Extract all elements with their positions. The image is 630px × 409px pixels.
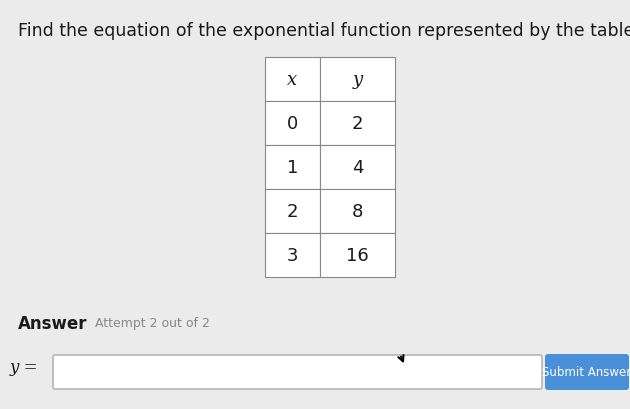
Text: 4: 4 (352, 159, 364, 177)
Text: y: y (352, 71, 362, 89)
Text: Answer: Answer (18, 314, 88, 332)
FancyBboxPatch shape (320, 189, 395, 234)
Text: 3: 3 (287, 246, 298, 264)
Text: Submit Answer: Submit Answer (542, 366, 630, 379)
FancyBboxPatch shape (545, 354, 629, 390)
Text: y =: y = (10, 359, 38, 375)
FancyBboxPatch shape (320, 102, 395, 146)
Text: 2: 2 (352, 115, 364, 133)
Text: 8: 8 (352, 202, 363, 220)
FancyBboxPatch shape (265, 146, 320, 189)
Text: Attempt 2 out of 2: Attempt 2 out of 2 (95, 316, 210, 329)
FancyBboxPatch shape (320, 146, 395, 189)
FancyBboxPatch shape (265, 189, 320, 234)
FancyBboxPatch shape (320, 234, 395, 277)
FancyBboxPatch shape (53, 355, 542, 389)
FancyBboxPatch shape (265, 234, 320, 277)
FancyBboxPatch shape (265, 102, 320, 146)
Text: 16: 16 (346, 246, 369, 264)
FancyBboxPatch shape (320, 58, 395, 102)
Text: 1: 1 (287, 159, 298, 177)
Text: x: x (287, 71, 297, 89)
Text: Find the equation of the exponential function represented by the table below:: Find the equation of the exponential fun… (18, 22, 630, 40)
Text: 0: 0 (287, 115, 298, 133)
FancyBboxPatch shape (265, 58, 320, 102)
Text: 2: 2 (287, 202, 298, 220)
